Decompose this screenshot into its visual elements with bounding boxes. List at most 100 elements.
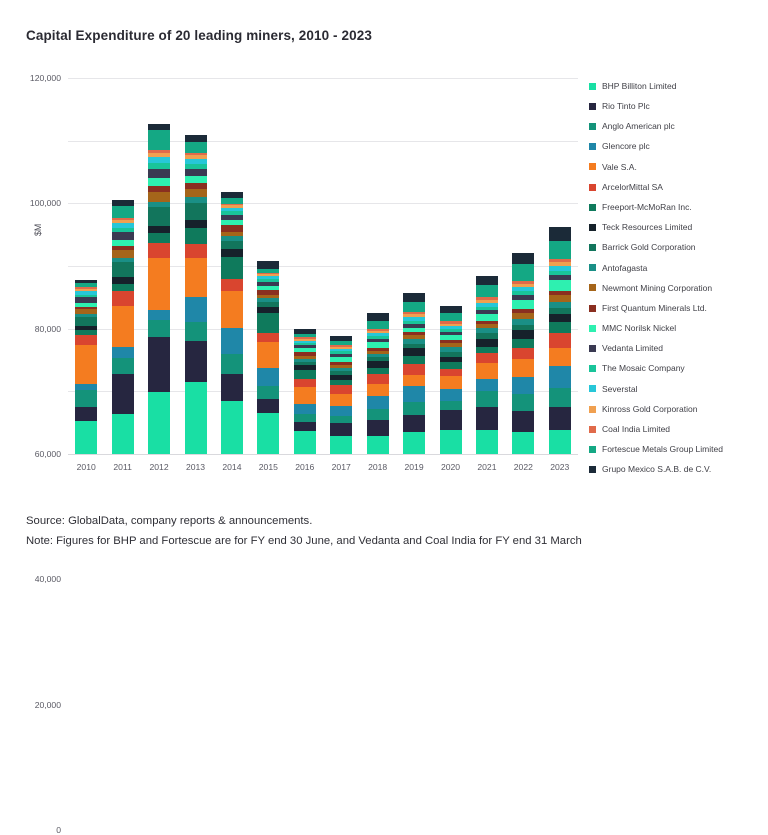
- bar-segment[interactable]: [439, 329, 462, 332]
- bar-segment[interactable]: [330, 416, 353, 423]
- bar-segment[interactable]: [366, 347, 389, 351]
- bar-segment[interactable]: [475, 378, 498, 392]
- bar-segment[interactable]: [75, 344, 98, 385]
- legend-item[interactable]: Antofagasta: [589, 258, 767, 278]
- bar-segment[interactable]: [184, 158, 207, 164]
- bar-segment[interactable]: [257, 285, 280, 290]
- bar-group-2023[interactable]: 2023: [548, 227, 571, 472]
- bar-segment[interactable]: [475, 324, 498, 329]
- bar-segment[interactable]: [148, 150, 171, 154]
- bar-group-2013[interactable]: 2013: [184, 134, 207, 472]
- bar-segment[interactable]: [548, 227, 571, 242]
- bar-segment[interactable]: [75, 334, 98, 345]
- bar-segment[interactable]: [403, 386, 426, 403]
- bar-segment[interactable]: [330, 348, 353, 352]
- bar-segment[interactable]: [184, 244, 207, 258]
- bar-segment[interactable]: [111, 217, 134, 220]
- bar-segment[interactable]: [403, 327, 426, 332]
- bar-segment[interactable]: [148, 206, 171, 226]
- bar-segment[interactable]: [111, 205, 134, 218]
- bar-segment[interactable]: [366, 339, 389, 343]
- bar-segment[interactable]: [148, 232, 171, 244]
- bar-segment[interactable]: [330, 370, 353, 375]
- bar-segment[interactable]: [220, 279, 243, 291]
- bar-segment[interactable]: [548, 241, 571, 259]
- bar-segment[interactable]: [148, 129, 171, 151]
- bar-segment[interactable]: [403, 414, 426, 433]
- bar-segment[interactable]: [220, 205, 243, 208]
- bar-segment[interactable]: [366, 367, 389, 375]
- bar-group-2014[interactable]: 2014: [220, 191, 243, 472]
- bar-segment[interactable]: [548, 407, 571, 430]
- bar-segment[interactable]: [184, 182, 207, 190]
- bar-segment[interactable]: [111, 245, 134, 250]
- bar-segment[interactable]: [220, 224, 243, 233]
- bar-segment[interactable]: [184, 152, 207, 156]
- bar-segment[interactable]: [220, 211, 243, 216]
- bar-segment[interactable]: [148, 201, 171, 207]
- bar-segment[interactable]: [439, 326, 462, 330]
- bar-group-2016[interactable]: 2016: [293, 328, 316, 472]
- bar-segment[interactable]: [220, 197, 243, 204]
- bar-segment[interactable]: [257, 261, 280, 270]
- bar-segment[interactable]: [475, 391, 498, 408]
- legend-item[interactable]: Glencore plc: [589, 137, 767, 157]
- bar-segment[interactable]: [512, 291, 535, 295]
- bar-segment[interactable]: [548, 429, 571, 454]
- bar-segment[interactable]: [512, 330, 535, 339]
- bar-group-2022[interactable]: 2022: [512, 253, 535, 472]
- bar-segment[interactable]: [366, 320, 389, 329]
- bar-group-2017[interactable]: 2017: [330, 336, 353, 472]
- bar-segment[interactable]: [366, 350, 389, 354]
- bar-segment[interactable]: [75, 280, 98, 283]
- bar-segment[interactable]: [330, 362, 353, 365]
- bar-segment[interactable]: [148, 185, 171, 192]
- bar-segment[interactable]: [548, 258, 571, 263]
- bar-segment[interactable]: [548, 265, 571, 271]
- bar-segment[interactable]: [439, 356, 462, 363]
- bar-segment[interactable]: [548, 321, 571, 334]
- bar-segment[interactable]: [184, 381, 207, 454]
- bar-segment[interactable]: [475, 300, 498, 304]
- bar-segment[interactable]: [403, 335, 426, 339]
- bar-segment[interactable]: [475, 320, 498, 325]
- bar-segment[interactable]: [148, 168, 171, 179]
- bar-segment[interactable]: [111, 249, 134, 258]
- bar-segment[interactable]: [475, 346, 498, 354]
- bar-segment[interactable]: [220, 249, 243, 257]
- bar-segment[interactable]: [257, 289, 280, 296]
- bar-segment[interactable]: [220, 215, 243, 220]
- bar-segment[interactable]: [111, 219, 134, 224]
- bar-segment[interactable]: [257, 274, 280, 277]
- bar-segment[interactable]: [293, 338, 316, 341]
- bar-segment[interactable]: [403, 323, 426, 328]
- bar-segment[interactable]: [403, 292, 426, 302]
- legend-item[interactable]: Coal India Limited: [589, 419, 767, 439]
- bar-segment[interactable]: [403, 338, 426, 344]
- bar-segment[interactable]: [475, 314, 498, 321]
- bar-segment[interactable]: [111, 200, 134, 206]
- legend-item[interactable]: Vedanta Limited: [589, 338, 767, 358]
- bar-segment[interactable]: [75, 421, 98, 454]
- bar-segment[interactable]: [475, 275, 498, 285]
- bar-segment[interactable]: [75, 282, 98, 288]
- bar-segment[interactable]: [548, 302, 571, 309]
- legend-item[interactable]: Fortescue Metals Group Limited: [589, 439, 767, 459]
- legend-item[interactable]: Freeport-McMoRan Inc.: [589, 197, 767, 217]
- bar-segment[interactable]: [293, 340, 316, 343]
- bar-segment[interactable]: [512, 253, 535, 265]
- bar-segment[interactable]: [439, 376, 462, 390]
- bar-segment[interactable]: [512, 376, 535, 395]
- bar-segment[interactable]: [111, 413, 134, 454]
- legend-item[interactable]: Teck Resources Limited: [589, 217, 767, 237]
- bar-segment[interactable]: [366, 436, 389, 454]
- bar-segment[interactable]: [75, 306, 98, 310]
- bar-segment[interactable]: [439, 362, 462, 369]
- bar-segment[interactable]: [475, 297, 498, 301]
- bar-segment[interactable]: [330, 354, 353, 357]
- bar-segment[interactable]: [184, 134, 207, 142]
- bar-segment[interactable]: [293, 328, 316, 335]
- bar-segment[interactable]: [257, 269, 280, 273]
- bar-segment[interactable]: [184, 257, 207, 298]
- legend-item[interactable]: MMC Norilsk Nickel: [589, 318, 767, 338]
